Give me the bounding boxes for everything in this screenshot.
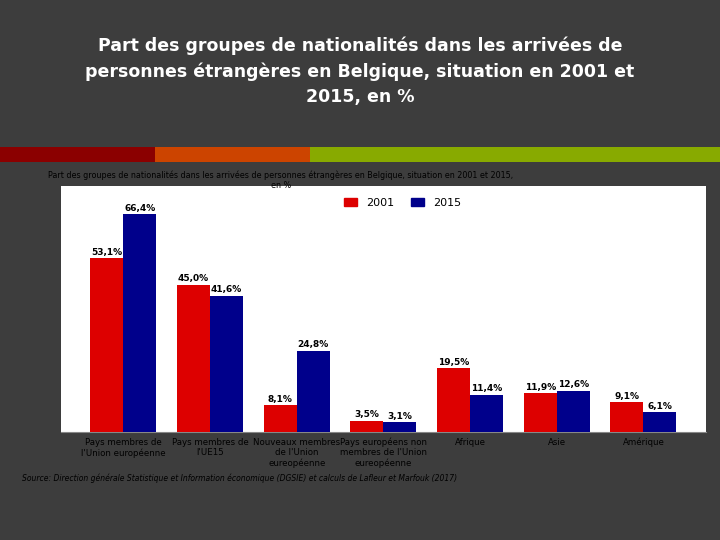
Bar [523, 393, 557, 432]
Bar [384, 422, 416, 432]
Bar [644, 412, 676, 432]
Text: 45,0%: 45,0% [178, 274, 210, 284]
Text: 3,1%: 3,1% [387, 411, 413, 421]
Bar [210, 296, 243, 432]
Text: Part des groupes de nationalités dans les arrivées de personnes étrangères en Be: Part des groupes de nationalités dans le… [48, 170, 513, 190]
Text: 6,1%: 6,1% [647, 402, 672, 411]
Bar [351, 421, 384, 432]
Text: 53,1%: 53,1% [91, 248, 122, 256]
Text: 19,5%: 19,5% [438, 358, 469, 367]
Bar [470, 395, 503, 432]
Bar [123, 214, 156, 432]
Bar [557, 391, 590, 432]
Text: 66,4%: 66,4% [125, 204, 156, 213]
Bar [611, 402, 644, 432]
Bar [310, 147, 720, 162]
Bar [264, 406, 297, 432]
Bar [0, 147, 155, 162]
Bar [437, 368, 470, 432]
Bar [155, 147, 310, 162]
Legend: 2001, 2015: 2001, 2015 [340, 193, 466, 212]
Text: 9,1%: 9,1% [614, 392, 639, 401]
Text: 11,9%: 11,9% [525, 383, 556, 391]
Bar [91, 258, 123, 432]
Text: Source: Direction générale Statistique et Information économique (DGSIE) et calc: Source: Direction générale Statistique e… [22, 474, 456, 483]
Text: 8,1%: 8,1% [268, 395, 293, 404]
Text: 24,8%: 24,8% [297, 340, 329, 349]
Bar [297, 351, 330, 432]
Text: 12,6%: 12,6% [557, 380, 589, 389]
Bar [177, 285, 210, 432]
Text: Part des groupes de nationalités dans les arrivées de
personnes étrangères en Be: Part des groupes de nationalités dans le… [86, 37, 634, 106]
Text: 41,6%: 41,6% [211, 286, 242, 294]
Text: 11,4%: 11,4% [471, 384, 502, 393]
Text: 3,5%: 3,5% [354, 410, 379, 419]
